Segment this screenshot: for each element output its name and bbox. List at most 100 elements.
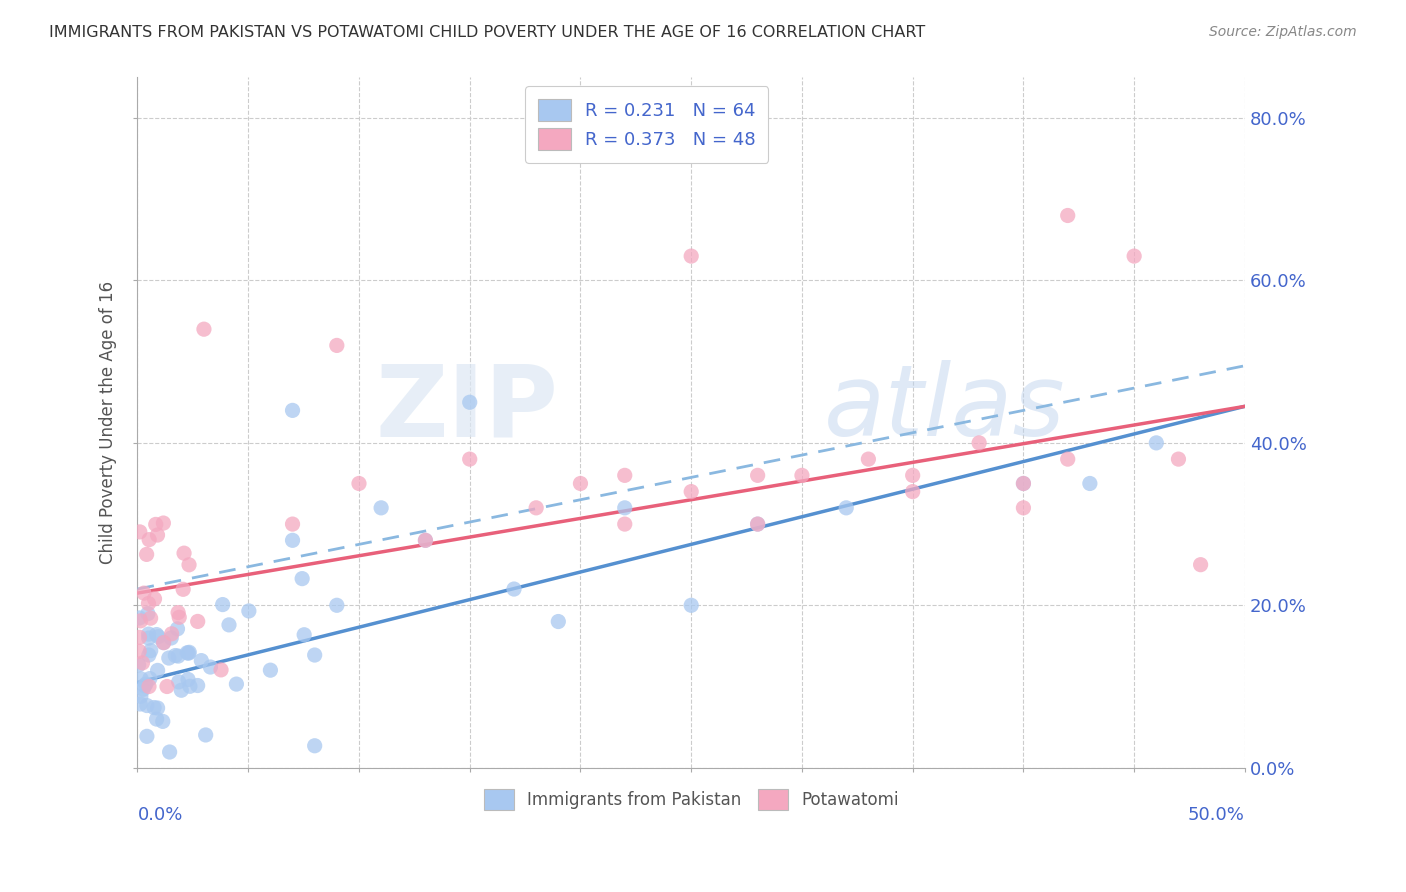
Point bbox=[747, 468, 769, 483]
Point bbox=[152, 516, 174, 530]
Point bbox=[167, 674, 190, 689]
Point bbox=[138, 533, 160, 547]
Point bbox=[138, 648, 160, 662]
Point bbox=[177, 558, 200, 572]
Point bbox=[613, 517, 636, 532]
Text: 0.0%: 0.0% bbox=[138, 805, 183, 823]
Point bbox=[145, 712, 167, 726]
Point bbox=[281, 403, 304, 417]
Point bbox=[347, 476, 370, 491]
Point bbox=[157, 651, 180, 665]
Point bbox=[128, 657, 150, 672]
Point bbox=[503, 582, 526, 596]
Point bbox=[415, 533, 437, 548]
Point bbox=[747, 517, 769, 532]
Point bbox=[225, 677, 247, 691]
Point bbox=[139, 611, 162, 625]
Point bbox=[1012, 476, 1035, 491]
Point bbox=[143, 700, 166, 714]
Point bbox=[135, 698, 157, 713]
Text: ZIP: ZIP bbox=[375, 360, 558, 458]
Point bbox=[135, 677, 157, 691]
Point bbox=[167, 610, 190, 624]
Point bbox=[179, 645, 201, 659]
Point bbox=[138, 627, 160, 641]
Point bbox=[132, 682, 155, 697]
Point bbox=[1167, 452, 1189, 467]
Point bbox=[1056, 452, 1078, 467]
Point bbox=[135, 548, 157, 562]
Point bbox=[160, 627, 183, 641]
Point bbox=[176, 646, 198, 660]
Point bbox=[152, 635, 174, 649]
Point bbox=[370, 500, 392, 515]
Point bbox=[524, 500, 547, 515]
Point bbox=[129, 614, 152, 628]
Point bbox=[835, 500, 858, 515]
Point bbox=[138, 631, 160, 645]
Point bbox=[292, 628, 315, 642]
Point bbox=[166, 622, 188, 636]
Point bbox=[148, 630, 170, 644]
Point bbox=[901, 484, 924, 499]
Point bbox=[136, 607, 159, 621]
Point bbox=[132, 586, 155, 600]
Point bbox=[613, 468, 636, 483]
Point bbox=[172, 582, 194, 597]
Point bbox=[177, 673, 200, 687]
Point bbox=[145, 517, 167, 532]
Point bbox=[858, 452, 880, 467]
Point bbox=[128, 644, 150, 658]
Point bbox=[747, 517, 769, 532]
Point bbox=[139, 643, 162, 657]
Point bbox=[259, 663, 281, 677]
Point bbox=[131, 656, 153, 670]
Point bbox=[138, 680, 160, 694]
Point bbox=[177, 646, 200, 660]
Point bbox=[143, 591, 166, 606]
Point bbox=[304, 739, 326, 753]
Point bbox=[613, 500, 636, 515]
Point bbox=[146, 664, 169, 678]
Point bbox=[156, 680, 179, 694]
Point bbox=[165, 648, 187, 663]
Point bbox=[135, 729, 157, 743]
Point bbox=[160, 631, 183, 645]
Point bbox=[145, 627, 167, 641]
Point bbox=[326, 338, 349, 352]
Text: IMMIGRANTS FROM PAKISTAN VS POTAWATOMI CHILD POVERTY UNDER THE AGE OF 16 CORRELA: IMMIGRANTS FROM PAKISTAN VS POTAWATOMI C… bbox=[49, 25, 925, 40]
Point bbox=[1078, 476, 1101, 491]
Y-axis label: Child Poverty Under the Age of 16: Child Poverty Under the Age of 16 bbox=[100, 281, 117, 564]
Point bbox=[218, 618, 240, 632]
Point bbox=[128, 611, 150, 625]
Point bbox=[326, 599, 349, 613]
Point bbox=[129, 672, 152, 686]
Point bbox=[790, 468, 813, 483]
Point bbox=[179, 679, 201, 693]
Point bbox=[129, 697, 152, 711]
Point bbox=[146, 528, 169, 542]
Point bbox=[194, 728, 217, 742]
Legend: Immigrants from Pakistan, Potawatomi: Immigrants from Pakistan, Potawatomi bbox=[475, 781, 907, 818]
Point bbox=[187, 615, 209, 629]
Point bbox=[200, 660, 222, 674]
Text: atlas: atlas bbox=[824, 360, 1066, 458]
Point bbox=[967, 435, 990, 450]
Point bbox=[128, 524, 150, 539]
Text: Source: ZipAtlas.com: Source: ZipAtlas.com bbox=[1209, 25, 1357, 39]
Point bbox=[146, 701, 169, 715]
Point bbox=[138, 597, 160, 611]
Point bbox=[152, 635, 174, 649]
Point bbox=[167, 606, 190, 620]
Point bbox=[458, 452, 481, 467]
Point bbox=[1144, 435, 1167, 450]
Point bbox=[1012, 476, 1035, 491]
Point bbox=[901, 468, 924, 483]
Point bbox=[190, 654, 212, 668]
Point bbox=[139, 672, 162, 686]
Point bbox=[281, 533, 304, 548]
Point bbox=[128, 630, 150, 644]
Point bbox=[1123, 249, 1146, 263]
Point bbox=[681, 599, 703, 613]
Point bbox=[1189, 558, 1212, 572]
